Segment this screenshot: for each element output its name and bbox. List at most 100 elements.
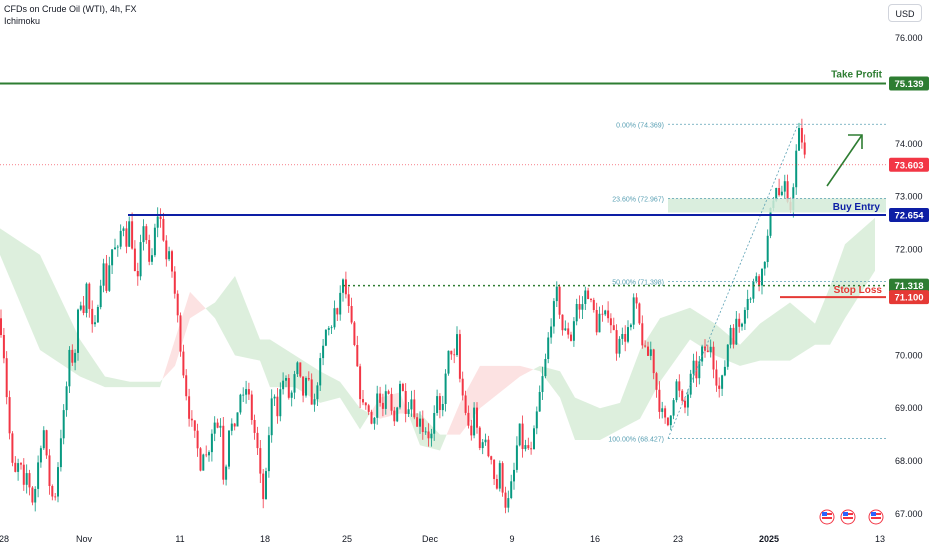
candle-up <box>290 390 293 407</box>
candle-up <box>213 416 216 442</box>
candle-up <box>444 369 447 412</box>
y-axis-tick: 68.000 <box>895 456 923 466</box>
up-arrow-icon[interactable] <box>826 134 863 187</box>
candle-down <box>0 309 2 338</box>
candle-down <box>262 469 265 509</box>
candle-up <box>122 226 125 237</box>
candle-down <box>356 335 359 367</box>
x-axis-tick: 18 <box>260 534 270 544</box>
candle-up <box>513 462 515 490</box>
candle-down <box>718 377 721 398</box>
candle-down <box>470 419 473 441</box>
candle-up <box>230 418 233 436</box>
candle-down <box>133 240 136 272</box>
candle-up <box>62 404 65 445</box>
candle-up <box>433 405 436 441</box>
candle-down <box>22 458 25 491</box>
candle-up <box>225 464 228 486</box>
y-axis-tick: 76.000 <box>895 33 923 43</box>
cloud-segment <box>533 365 540 372</box>
candle-down <box>20 462 22 470</box>
svg-text:71.100: 71.100 <box>894 293 923 304</box>
indicator-label[interactable]: Ichimoku <box>4 16 41 26</box>
candle-down <box>310 373 313 405</box>
x-axis-tick: 13 <box>875 534 885 544</box>
candle-up <box>621 327 624 345</box>
us-flag-event-icon[interactable] <box>840 509 856 525</box>
candle-down <box>438 393 441 419</box>
candle-down <box>82 296 85 316</box>
candle-up <box>319 352 322 391</box>
candle-down <box>14 456 17 473</box>
candle-up <box>746 289 749 319</box>
candle-up <box>316 382 319 406</box>
us-flag-event-icon[interactable] <box>868 509 884 525</box>
candle-up <box>305 376 307 398</box>
fib-trendline[interactable] <box>667 124 799 439</box>
cloud-segment <box>175 291 190 366</box>
candle-down <box>28 469 31 496</box>
cloud-segment <box>830 244 845 345</box>
candle-down <box>570 331 572 342</box>
candle-down <box>336 307 339 321</box>
cloud-segment <box>740 323 760 366</box>
us-flag-event-icon[interactable] <box>819 509 835 525</box>
candle-up <box>322 339 325 366</box>
candle-down <box>803 134 806 159</box>
cloud-segment <box>105 376 130 388</box>
cloud-segment <box>235 276 260 361</box>
candle-up <box>219 418 222 437</box>
candle-up <box>752 278 755 303</box>
cloud-segment <box>520 365 534 377</box>
candle-down <box>131 212 134 250</box>
symbol-title[interactable]: CFDs on Crude Oil (WTI), 4h, FX <box>4 4 137 14</box>
event-icons[interactable] <box>819 509 884 525</box>
candle-up <box>795 144 798 195</box>
candle-up <box>330 325 333 334</box>
fib-level-label: 23.60% (72.967) <box>612 196 664 203</box>
candle-up <box>547 332 550 364</box>
trade-levels[interactable]: Take Profit Buy Entry Stop Loss <box>0 70 886 299</box>
fibonacci-retracement[interactable]: 0.00% (74.369) 23.60% (72.967) 50.00% (71.… <box>608 122 886 444</box>
candle-up <box>798 122 800 151</box>
candle-up <box>373 416 376 430</box>
candle-down <box>5 351 8 405</box>
candle-down <box>299 362 302 378</box>
candle-up <box>128 216 131 247</box>
x-axis-tick: 28 <box>0 534 9 544</box>
price-tag-last: 73.603 <box>889 157 929 172</box>
cloud-segment <box>440 434 447 451</box>
candle-down <box>393 406 396 426</box>
candle-down <box>695 351 698 387</box>
candle-down <box>666 417 669 427</box>
candle-down <box>404 383 407 423</box>
cloud-segment <box>760 302 790 361</box>
candle-up <box>484 433 487 446</box>
candle-down <box>487 435 490 458</box>
candle-up <box>313 393 316 412</box>
candle-up <box>709 339 712 358</box>
candle-up <box>339 285 342 321</box>
cloud-segment <box>320 371 340 403</box>
candle-up <box>108 256 111 292</box>
candle-up <box>689 369 692 398</box>
candle-down <box>51 484 54 501</box>
candle-up <box>114 238 116 250</box>
x-axis-tick: 23 <box>673 534 683 544</box>
candle-down <box>607 301 610 323</box>
candle-down <box>185 369 188 401</box>
candle-down <box>595 302 598 336</box>
candle-down <box>193 420 196 438</box>
currency-button[interactable]: USD <box>888 4 922 22</box>
candle-down <box>367 403 370 415</box>
candle-down <box>609 313 612 334</box>
candle-up <box>68 346 71 393</box>
candle-down <box>71 344 74 366</box>
candle-down <box>664 405 667 424</box>
candle-down <box>427 423 430 447</box>
candle-down <box>635 293 638 309</box>
candle-down <box>578 295 581 319</box>
candle-up <box>627 320 629 344</box>
